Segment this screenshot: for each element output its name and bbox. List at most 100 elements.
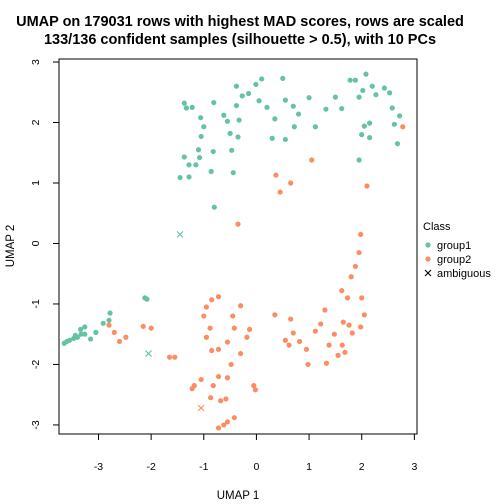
data-point-group2 — [140, 323, 146, 329]
data-point-group1 — [177, 174, 183, 181]
data-point-group2 — [326, 342, 332, 348]
data-point-group2 — [348, 274, 354, 280]
data-point-group2 — [238, 303, 244, 309]
data-point-group1 — [71, 335, 77, 342]
data-point-group1 — [367, 120, 373, 126]
data-point-group1 — [82, 331, 88, 337]
x-tick-label: -1 — [199, 461, 208, 473]
data-point-group1 — [93, 329, 99, 335]
data-point-group2 — [123, 334, 129, 340]
data-point-group2 — [290, 330, 296, 336]
data-point-group2 — [339, 288, 345, 294]
series-group1 — [61, 71, 403, 346]
data-point-group2 — [361, 312, 367, 318]
data-point-group2 — [286, 342, 292, 348]
data-point-group2 — [224, 375, 231, 381]
legend-label: ambiguous — [437, 268, 491, 280]
data-point-group1 — [61, 340, 67, 346]
data-point-group2 — [207, 325, 213, 331]
data-point-group1 — [361, 123, 367, 129]
legend-title: Class — [423, 221, 451, 233]
data-point-group1 — [323, 106, 329, 112]
data-point-group2 — [303, 346, 310, 352]
data-point-group2 — [305, 361, 311, 368]
data-point-group1 — [239, 93, 245, 99]
data-point-group2 — [106, 322, 112, 328]
data-point-group1 — [369, 83, 375, 89]
data-point-group1 — [352, 77, 359, 83]
data-point-group2 — [215, 425, 222, 431]
data-point-group2 — [358, 324, 364, 330]
data-point-group1 — [290, 103, 296, 109]
x-axis-label: UMAP 1 — [217, 490, 260, 502]
data-point-group2 — [215, 373, 222, 380]
data-point-group1 — [186, 174, 192, 180]
data-point-group2 — [352, 263, 359, 270]
data-point-group1 — [387, 90, 393, 96]
y-axis-label: UMAP 2 — [5, 225, 17, 268]
data-point-group2 — [272, 312, 278, 318]
data-point-group2 — [364, 183, 370, 189]
data-point-group2 — [400, 124, 406, 130]
data-point-group2 — [201, 313, 207, 319]
data-point-group2 — [340, 319, 346, 325]
data-point-group2 — [277, 189, 283, 195]
data-point-group1 — [245, 90, 252, 97]
data-point-group1 — [144, 296, 150, 302]
data-point-group1 — [227, 130, 233, 136]
x-tick-label: 3 — [411, 461, 417, 473]
data-point-group2 — [203, 334, 210, 340]
data-point-group1 — [189, 104, 195, 110]
legend-item-group2: group2 — [425, 254, 471, 266]
data-point-group2 — [238, 350, 244, 357]
series-group2 — [106, 124, 406, 431]
data-point-group2 — [231, 415, 237, 421]
data-point-group2 — [203, 304, 210, 310]
data-point-group1 — [332, 94, 338, 100]
data-point-group2 — [208, 395, 214, 401]
data-point-group1 — [196, 154, 203, 161]
data-point-group1 — [77, 326, 84, 332]
data-point-group2 — [288, 180, 294, 186]
data-point-group2 — [296, 338, 303, 345]
data-point-group1 — [78, 331, 84, 337]
data-point-group2 — [335, 352, 341, 358]
data-point-group1 — [356, 94, 362, 100]
y-tick-label: 1 — [30, 180, 42, 186]
x-tick-label: 0 — [254, 461, 260, 473]
data-point-group1 — [272, 116, 278, 122]
legend-item-group1: group1 — [425, 240, 471, 252]
data-point-group2 — [230, 313, 236, 319]
data-point-group2 — [252, 387, 258, 393]
data-point-group2 — [198, 376, 204, 383]
data-point-group2 — [344, 295, 351, 301]
data-point-group2 — [312, 328, 318, 334]
data-point-group2 — [318, 321, 324, 327]
plot-frame — [58, 58, 418, 435]
data-point-group2 — [189, 386, 195, 392]
data-point-group1 — [282, 136, 288, 143]
data-point-group1 — [235, 134, 241, 140]
data-point-group2 — [210, 383, 216, 389]
data-point-group2 — [111, 329, 117, 335]
y-tick-label: -3 — [30, 420, 42, 429]
data-point-group1 — [264, 104, 270, 110]
data-point-group1 — [347, 77, 353, 83]
x-tick-label: -3 — [94, 461, 103, 473]
data-point-group1 — [394, 141, 401, 147]
y-tick-label: 0 — [30, 240, 42, 246]
data-point-group2 — [273, 172, 279, 178]
y-tick-label: 2 — [30, 119, 42, 125]
chart-title-line-1: UMAP on 179031 rows with highest MAD sco… — [16, 14, 464, 30]
data-point-group2 — [228, 361, 234, 368]
data-point-group2 — [244, 334, 250, 340]
x-tick-label: 1 — [306, 461, 312, 473]
data-point-group1 — [106, 317, 112, 323]
data-point-group1 — [373, 92, 379, 98]
data-point-group2 — [231, 325, 237, 331]
data-point-group2 — [251, 383, 257, 389]
data-point-group1 — [253, 81, 259, 88]
data-point-group2 — [215, 294, 222, 300]
series-ambiguous — [145, 231, 205, 412]
